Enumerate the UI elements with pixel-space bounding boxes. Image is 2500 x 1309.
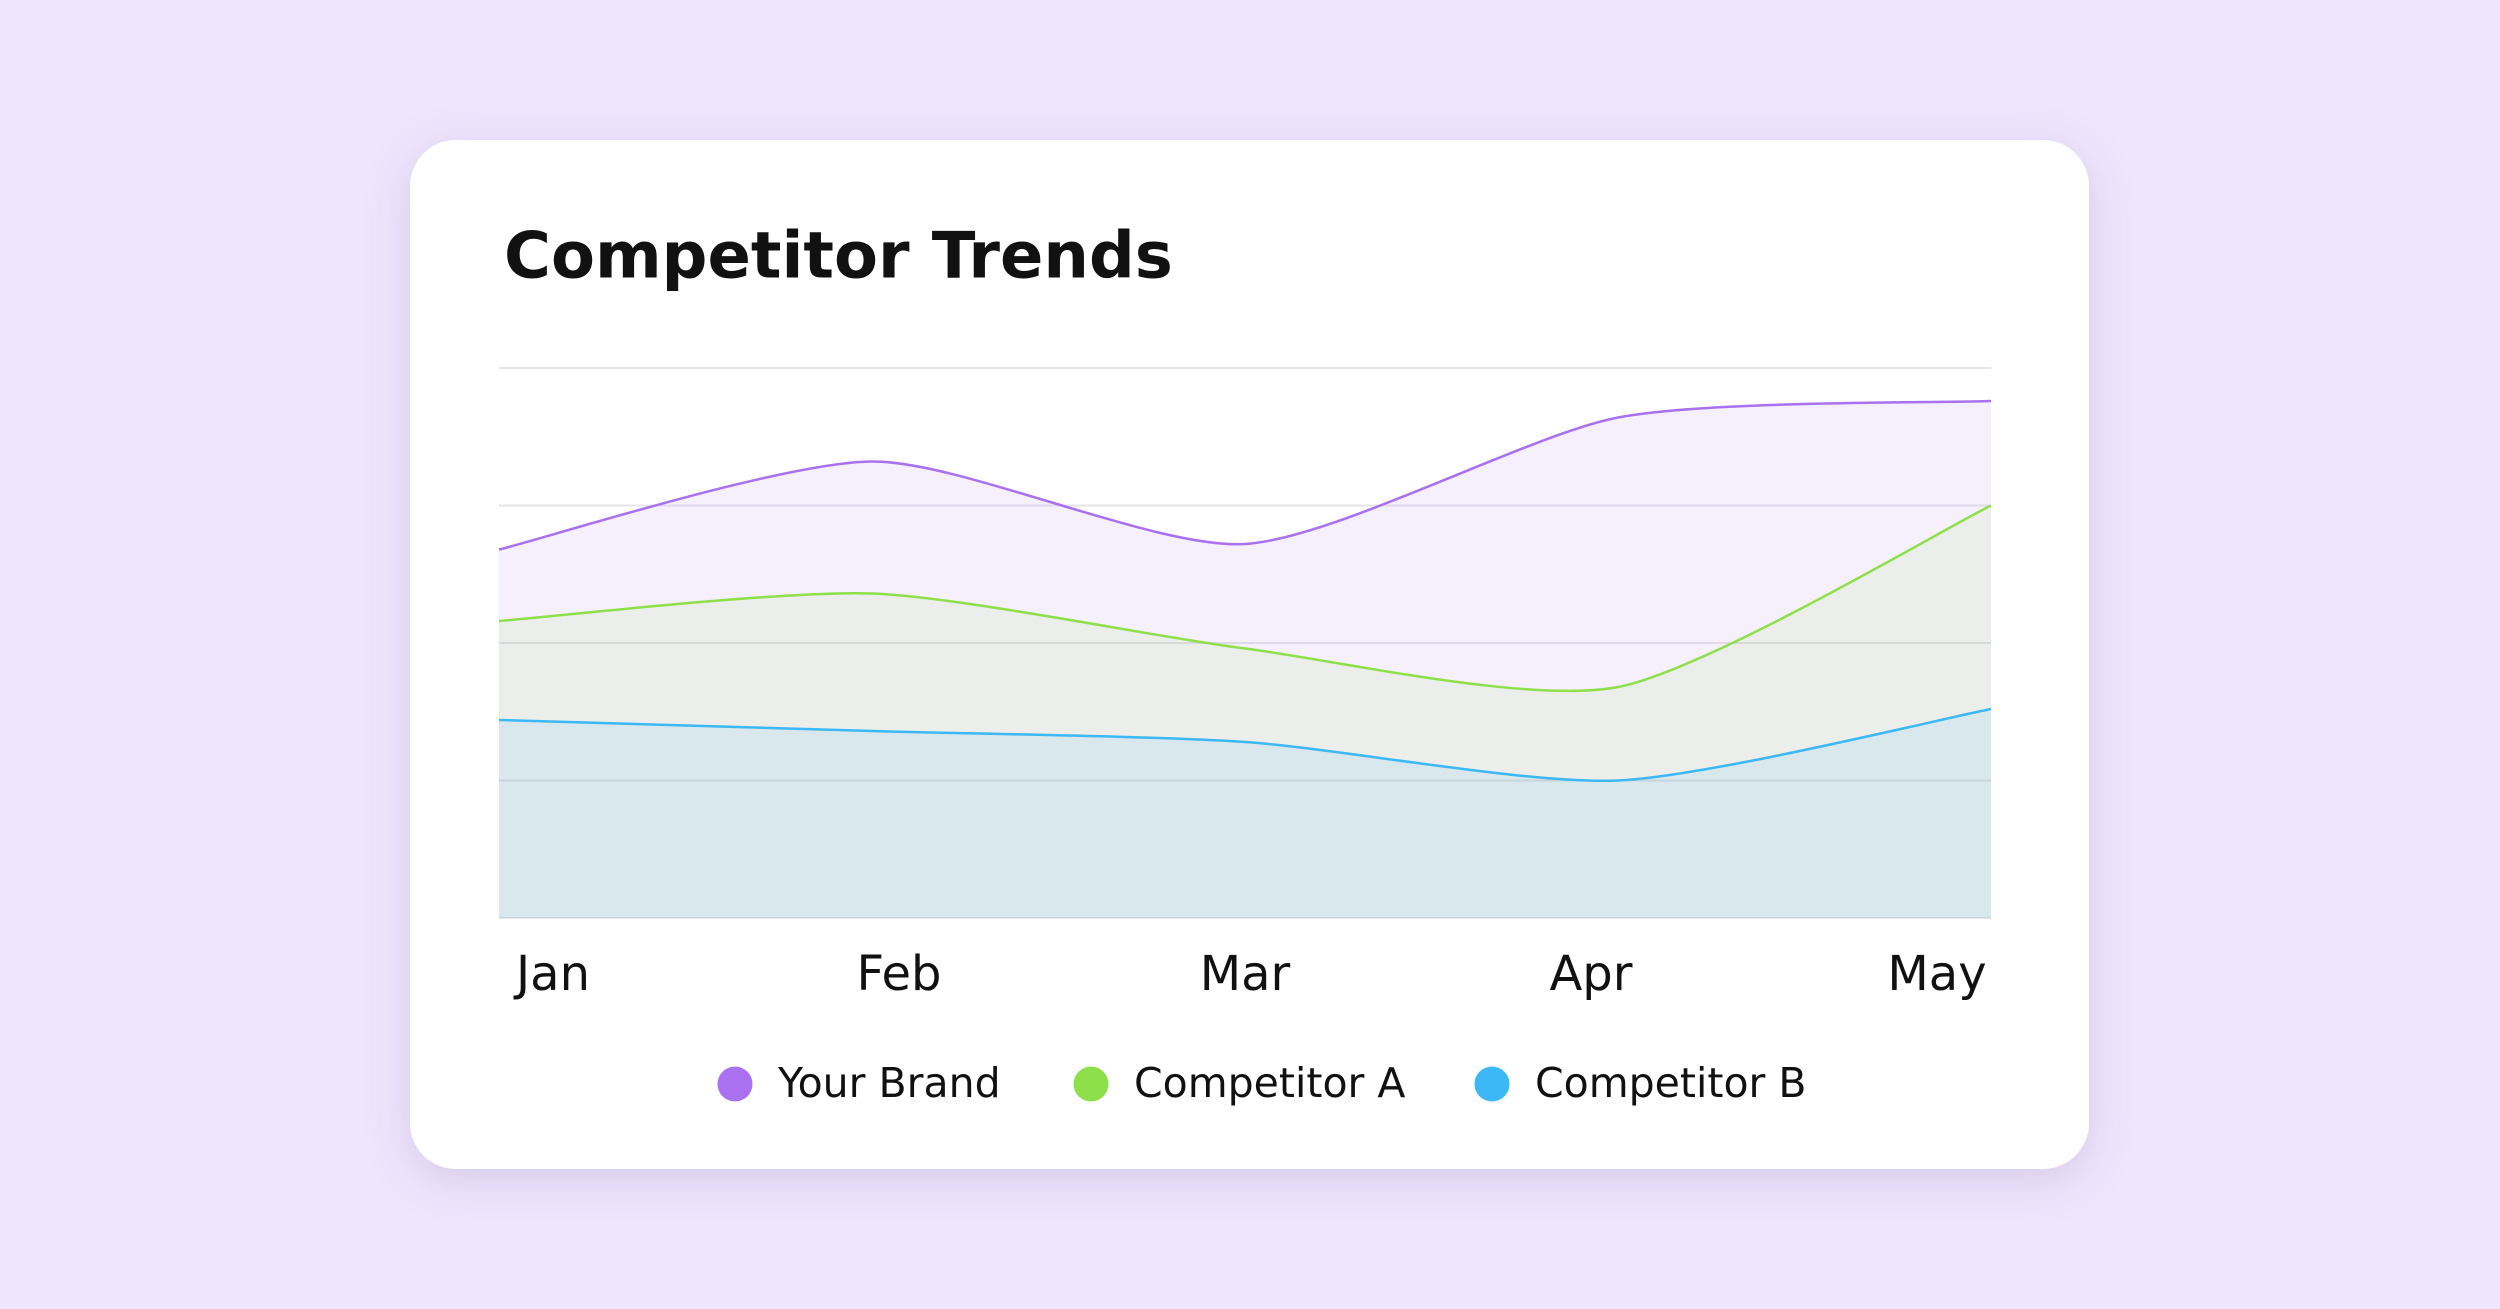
legend-label: Competitor B bbox=[1535, 1059, 1807, 1107]
x-tick-label: May bbox=[1887, 946, 1986, 1002]
area bbox=[499, 505, 1991, 918]
x-tick-label: Feb bbox=[857, 946, 942, 1002]
x-tick-label: Apr bbox=[1549, 946, 1632, 1002]
card bbox=[410, 140, 2089, 1169]
x-tick-label: Mar bbox=[1200, 946, 1291, 1002]
line bbox=[498, 399, 1992, 551]
line bbox=[498, 707, 1992, 783]
chart-title: Competitor Trends bbox=[504, 220, 1173, 294]
legend-marker bbox=[717, 1066, 753, 1102]
line bbox=[498, 504, 1992, 693]
area bbox=[499, 401, 1991, 918]
legend-label: Your Brand bbox=[777, 1059, 1001, 1107]
legend-marker bbox=[1474, 1066, 1510, 1102]
x-tick-label: Jan bbox=[513, 946, 590, 1002]
area bbox=[499, 709, 1991, 918]
legend-label: Competitor A bbox=[1134, 1059, 1405, 1107]
legend-marker bbox=[1073, 1066, 1109, 1102]
